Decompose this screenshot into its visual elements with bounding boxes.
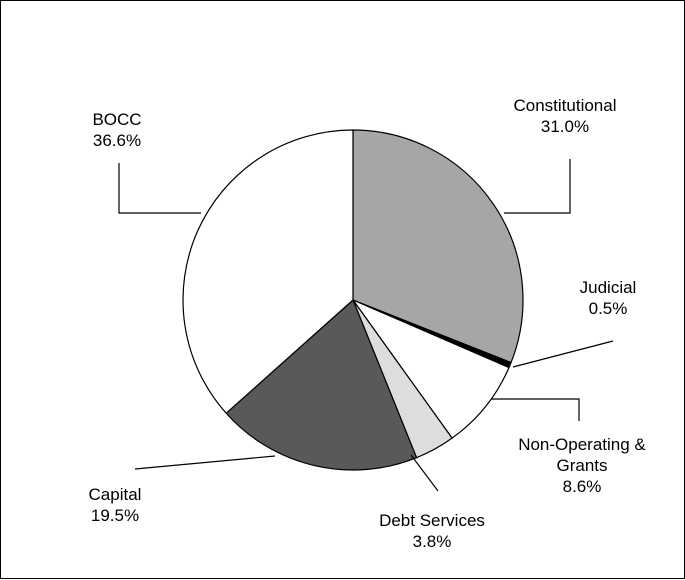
slice-label-debt-services: Debt Services 3.8% — [379, 511, 485, 551]
slice-label-judicial: Judicial 0.5% — [580, 278, 637, 318]
slice-labels: Constitutional 31.0% Judicial 0.5% Non-Opera… — [89, 96, 647, 551]
leader-line-constitutional — [504, 159, 571, 214]
leader-lines — [118, 159, 614, 492]
leader-line-judicial — [512, 340, 614, 368]
slice-name-judicial: Judicial — [580, 278, 637, 297]
leader-line-bocc — [118, 163, 201, 214]
slice-name-debt-services: Debt Services — [379, 511, 485, 530]
pie-slices — [182, 129, 524, 471]
slice-name-constitutional: Constitutional — [513, 96, 616, 115]
slice-label-capital: Capital 19.5% — [89, 485, 142, 525]
slice-label-bocc: BOCC 36.6% — [92, 110, 141, 150]
leader-line-capital — [134, 455, 276, 470]
slice-label-non-operating-and-grants: Non-Operating & Grants 8.6% — [518, 435, 646, 496]
slice-name-non-operating-and-grants: Grants — [556, 456, 607, 475]
pie-slice-non-operating-and-grants — [351, 298, 510, 439]
leader-line-non-operating-and-grants — [491, 398, 580, 421]
slice-percent-bocc: 36.6% — [93, 131, 141, 150]
slice-name-non-operating-and-grants: Non-Operating & — [518, 435, 646, 454]
slice-name-bocc: BOCC — [92, 110, 141, 129]
slice-percent-non-operating-and-grants: 8.6% — [563, 477, 602, 496]
pie-slice-capital — [225, 298, 418, 471]
slice-percent-judicial: 0.5% — [589, 299, 628, 318]
pie-slice-bocc — [182, 129, 354, 415]
slice-label-constitutional: Constitutional 31.0% — [513, 96, 616, 136]
leader-line-debt-services — [410, 454, 439, 492]
slice-percent-debt-services: 3.8% — [413, 532, 452, 551]
slice-name-capital: Capital — [89, 485, 142, 504]
slice-percent-capital: 19.5% — [91, 506, 139, 525]
pie-slice-constitutional — [352, 129, 524, 364]
slice-percent-constitutional: 31.0% — [541, 117, 589, 136]
